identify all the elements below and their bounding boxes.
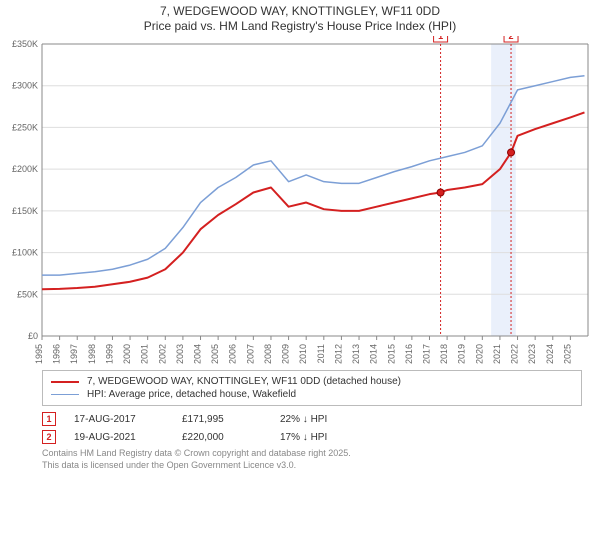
svg-text:2009: 2009 <box>281 344 291 364</box>
svg-text:£200K: £200K <box>12 164 38 174</box>
svg-text:2010: 2010 <box>298 344 308 364</box>
footer-line: Contains HM Land Registry data © Crown c… <box>42 448 582 460</box>
legend: 7, WEDGEWOOD WAY, KNOTTINGLEY, WF11 0DD … <box>42 370 582 406</box>
svg-text:2022: 2022 <box>510 344 520 364</box>
svg-text:£350K: £350K <box>12 39 38 49</box>
legend-item: 7, WEDGEWOOD WAY, KNOTTINGLEY, WF11 0DD … <box>51 375 573 388</box>
svg-text:2008: 2008 <box>263 344 273 364</box>
svg-text:2003: 2003 <box>175 344 185 364</box>
svg-text:2016: 2016 <box>404 344 414 364</box>
svg-text:£150K: £150K <box>12 206 38 216</box>
sale-delta: 17% ↓ HPI <box>280 432 327 443</box>
price-chart: £0 £50K £100K £150K £200K £250K £300K £350K 1995… <box>0 36 594 366</box>
svg-text:2021: 2021 <box>492 344 502 364</box>
svg-text:£300K: £300K <box>12 81 38 91</box>
svg-text:2012: 2012 <box>333 344 343 364</box>
svg-text:2001: 2001 <box>140 344 150 364</box>
sale-date: 19-AUG-2021 <box>74 432 164 443</box>
svg-text:2000: 2000 <box>122 344 132 364</box>
sales-row: 1 17-AUG-2017 £171,995 22% ↓ HPI <box>42 410 582 428</box>
svg-text:2017: 2017 <box>421 344 431 364</box>
svg-text:2005: 2005 <box>210 344 220 364</box>
svg-text:1: 1 <box>438 36 443 41</box>
title-line-1: 7, WEDGEWOOD WAY, KNOTTINGLEY, WF11 0DD <box>0 4 600 19</box>
svg-text:2025: 2025 <box>562 344 572 364</box>
svg-text:2015: 2015 <box>386 344 396 364</box>
svg-text:1997: 1997 <box>69 344 79 364</box>
sales-table: 1 17-AUG-2017 £171,995 22% ↓ HPI 2 19-AU… <box>42 410 582 446</box>
svg-text:£50K: £50K <box>17 289 38 299</box>
svg-text:2023: 2023 <box>527 344 537 364</box>
chart-title-block: 7, WEDGEWOOD WAY, KNOTTINGLEY, WF11 0DD … <box>0 0 600 36</box>
svg-text:2020: 2020 <box>474 344 484 364</box>
sales-row: 2 19-AUG-2021 £220,000 17% ↓ HPI <box>42 428 582 446</box>
sale-marker-icon: 1 <box>42 412 56 426</box>
chart-container: £0 £50K £100K £150K £200K £250K £300K £350K 1995… <box>0 36 594 366</box>
svg-text:2004: 2004 <box>193 344 203 364</box>
svg-text:2013: 2013 <box>351 344 361 364</box>
svg-text:1998: 1998 <box>87 344 97 364</box>
svg-text:2006: 2006 <box>228 344 238 364</box>
svg-text:2007: 2007 <box>245 344 255 364</box>
svg-text:2011: 2011 <box>316 344 326 363</box>
svg-text:£0: £0 <box>28 331 38 341</box>
svg-text:1999: 1999 <box>104 344 114 364</box>
sale-marker-icon: 2 <box>42 430 56 444</box>
svg-text:1996: 1996 <box>52 344 62 364</box>
svg-text:2002: 2002 <box>157 344 167 364</box>
footer-line: This data is licensed under the Open Gov… <box>42 460 582 472</box>
legend-swatch <box>51 394 79 395</box>
svg-text:2024: 2024 <box>545 344 555 364</box>
legend-item: HPI: Average price, detached house, Wake… <box>51 388 573 401</box>
sale-date: 17-AUG-2017 <box>74 414 164 425</box>
legend-swatch <box>51 381 79 383</box>
svg-text:2018: 2018 <box>439 344 449 364</box>
svg-text:1995: 1995 <box>34 344 44 364</box>
legend-label: HPI: Average price, detached house, Wake… <box>87 389 296 400</box>
footer: Contains HM Land Registry data © Crown c… <box>42 448 582 471</box>
sale-delta: 22% ↓ HPI <box>280 414 327 425</box>
legend-label: 7, WEDGEWOOD WAY, KNOTTINGLEY, WF11 0DD … <box>87 376 401 387</box>
svg-text:£100K: £100K <box>12 248 38 258</box>
svg-text:2014: 2014 <box>369 344 379 364</box>
svg-text:2: 2 <box>509 36 514 41</box>
sale-price: £171,995 <box>182 414 262 425</box>
svg-text:2019: 2019 <box>457 344 467 364</box>
svg-text:£250K: £250K <box>12 122 38 132</box>
title-line-2: Price paid vs. HM Land Registry's House … <box>0 19 600 34</box>
sale-price: £220,000 <box>182 432 262 443</box>
